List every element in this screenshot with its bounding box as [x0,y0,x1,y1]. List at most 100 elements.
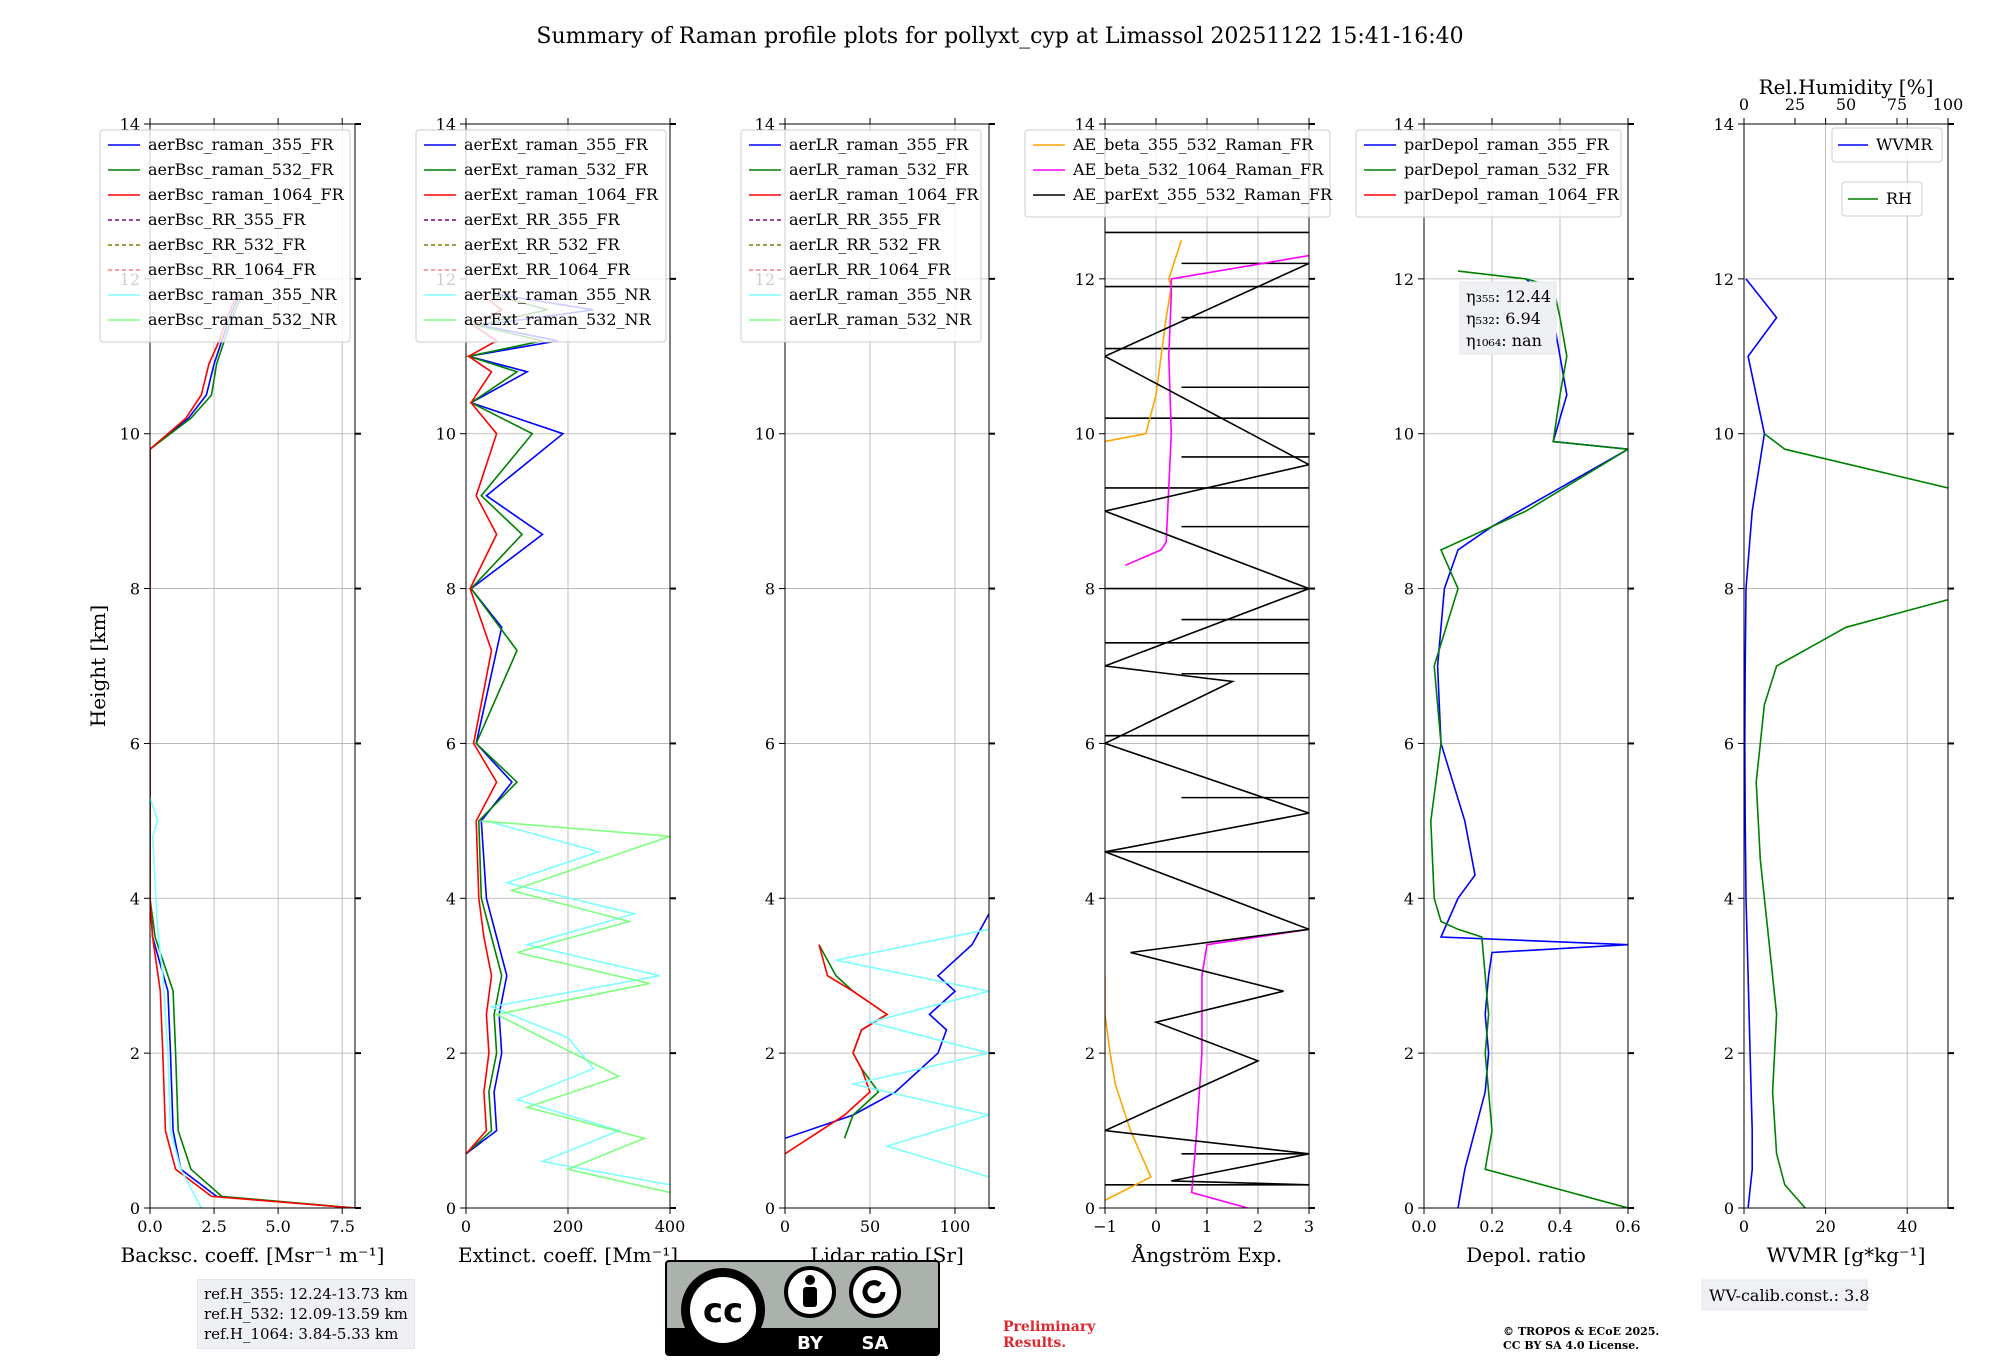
y-tick-label: 14 [1714,115,1734,134]
legend-label: aerLR_RR_1064_FR [789,260,951,279]
x-tick-label: 7.5 [329,1217,354,1236]
y-tick-label: 12 [1714,270,1734,289]
y-tick-label: 14 [755,115,775,134]
y-tick-label: 2 [1724,1044,1734,1063]
x-tick-label: 5.0 [265,1217,290,1236]
legend-label: aerBsc_RR_355_FR [148,210,306,229]
series-AE_beta_532_1064_Raman_FR-upper [1125,254,1309,567]
y-tick-label: 12 [1394,270,1414,289]
legend-label: aerBsc_RR_532_FR [148,235,306,254]
x-tick-label: 1 [1202,1217,1212,1236]
panels: 0.02.55.07.502468101214Backsc. coeff. [M… [86,75,1964,1311]
legend-label: aerExt_raman_532_FR [464,160,649,179]
reference-height-box: ref.H_355: 12.24-13.73 km ref.H_532: 12.… [197,1279,415,1349]
legend-box [1024,129,1331,218]
plot-area [150,293,355,1208]
y-tick-label: 4 [446,889,456,908]
legend-box [740,129,982,343]
x-tick-label: 3 [1304,1217,1314,1236]
legend-box [1355,129,1622,218]
y-tick-label: 2 [446,1044,456,1063]
y-tick-label: 8 [765,580,775,599]
series-aerExt_raman_532_FR [466,293,548,1155]
series-aerExt_raman_532_NR [481,820,670,1194]
x-tick-label: 0.6 [1615,1217,1640,1236]
series-aerExt_raman_355_FR [466,293,594,1155]
y-tick-label: 0 [446,1199,456,1218]
by-label: BY [797,1333,824,1354]
legend-box [1831,127,1943,163]
top-x-tick-label: 100 [1933,95,1964,114]
series-aerBsc_raman_355_FR [150,293,355,1208]
series-parDepol_raman_532_FR [1429,270,1628,1208]
eta-label: η₅₃₂: 6.94 [1466,309,1541,328]
top-x-tick-label: 75 [1887,95,1907,114]
series-parDepol_raman_355_FR [1436,278,1628,1208]
y-tick-label: 6 [765,734,775,753]
legend-label: parDepol_raman_1064_FR [1404,185,1620,204]
legend-label: aerLR_raman_355_FR [789,135,969,154]
x-tick-label: 0 [780,1217,790,1236]
legend-box [99,129,351,343]
y-tick-label: 0 [765,1199,775,1218]
y-tick-label: 8 [130,580,140,599]
axes-frame [784,123,990,1209]
series-aerLR_raman_355_FR [785,913,989,1140]
y-tick-label: 2 [765,1044,775,1063]
plot-area [1744,278,1948,1208]
legend-label: aerExt_RR_355_FR [464,210,621,229]
y-tick-label: 4 [765,889,775,908]
legend-box [1841,181,1923,217]
x-tick-label: 2 [1253,1217,1263,1236]
refh-532: ref.H_532: 12.09-13.59 km [204,1305,408,1323]
legend-label: aerExt_raman_532_NR [464,310,652,329]
legend-label: aerLR_raman_532_NR [789,310,972,329]
preliminary-line-2: Results. [1003,1335,1067,1351]
legend-label: aerLR_raman_532_FR [789,160,969,179]
series-aerLR_raman_355_NR [835,928,989,1178]
panel-extinction: 020040002468101214Extinct. coeff. [Mm⁻¹]… [415,115,685,1267]
legend-label: RH [1886,189,1912,208]
y-tick-label: 10 [1075,425,1095,444]
y-tick-label: 0 [1724,1199,1734,1218]
legend-label: aerBsc_raman_355_NR [148,285,337,304]
x-tick-label: 0.2 [1479,1217,1504,1236]
x-axis-label: Backsc. coeff. [Msr⁻¹ m⁻¹] [121,1243,385,1267]
sa-icon [849,1266,901,1318]
y-tick-label: 14 [1394,115,1414,134]
legend-label: WVMR [1876,135,1933,154]
y-tick-label: 8 [1404,580,1414,599]
legend-label: aerLR_RR_532_FR [789,235,941,254]
sa-label: SA [862,1333,889,1354]
x-axis-label: Extinct. coeff. [Mm⁻¹] [458,1243,678,1267]
y-tick-label: 6 [1724,734,1734,753]
y-tick-label: 6 [1404,734,1414,753]
y-tick-label: 8 [1724,580,1734,599]
top-x-tick-label: 25 [1785,95,1805,114]
x-axis-label: Ångström Exp. [1131,1242,1282,1267]
legend-label: aerBsc_RR_1064_FR [148,260,317,279]
refh-1064: ref.H_1064: 3.84-5.33 km [204,1325,399,1343]
y-tick-label: 2 [1085,1044,1095,1063]
legend-label: aerBsc_raman_532_FR [148,160,334,179]
cc-license-badge: cc BY SA [665,1260,940,1360]
copyright-notice: © TROPOS & ECoE 2025. CC BY SA 4.0 Licen… [1503,1325,1659,1353]
series-aerExt_raman_355_NR [486,820,670,1186]
plot-area [1105,231,1309,1208]
eta-label: η₁₀₆₄: nan [1466,331,1542,350]
x-tick-label: 2.5 [201,1217,226,1236]
legend-label: aerBsc_raman_1064_FR [148,185,345,204]
y-tick-label: 10 [120,425,140,444]
legend-label: aerLR_raman_355_NR [789,285,972,304]
x-tick-label: 50 [860,1217,880,1236]
series-aerLR_raman_1064_FR [785,944,889,1155]
plot-area [466,293,670,1194]
panel-lidar_ratio: 05010002468101214Lidar ratio [Sr]aerLR_r… [740,115,995,1267]
y-tick-label: 0 [1085,1199,1095,1218]
legend-label: aerLR_RR_355_FR [789,210,941,229]
series-RH [1755,433,1948,1208]
plot-area [785,913,989,1178]
panel-depol: 0.0 0.2 0.4 0.6 0 2 4 6 8 10 12 14 Depol. ratio parDe… [1355,115,1641,1267]
